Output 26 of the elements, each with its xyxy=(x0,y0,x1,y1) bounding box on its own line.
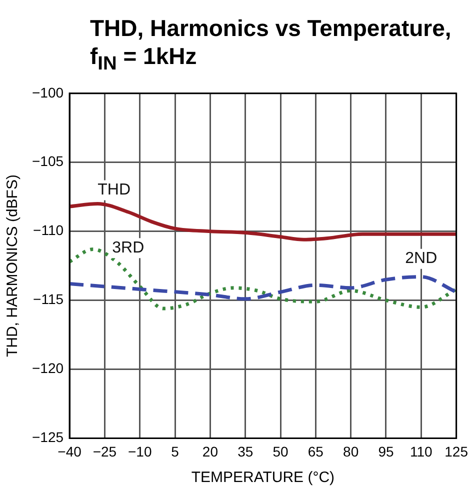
series-label: THD xyxy=(98,181,131,198)
y-tick-label: −125 xyxy=(32,428,64,445)
chart-title: THD, Harmonics vs Temperature, f$_{IN}$ = 1kHz xyxy=(89,14,452,77)
series-label: 2ND xyxy=(405,250,438,267)
x-tick-label: −40 xyxy=(58,443,82,460)
series-label: 3RD xyxy=(112,239,144,256)
x-tick-label: 125 xyxy=(444,443,468,460)
x-tick-label: 65 xyxy=(308,443,324,460)
y-tick-label: −100 xyxy=(32,84,64,100)
y-tick-label: −105 xyxy=(32,152,64,169)
y-tick-label: −115 xyxy=(33,290,64,307)
x-tick-label: 35 xyxy=(238,443,254,460)
x-tick-label: 110 xyxy=(410,443,433,460)
x-tick-label: 95 xyxy=(378,443,394,460)
line-series xyxy=(70,202,456,241)
y-tick-label: −110 xyxy=(33,222,64,238)
x-tick-label: −25 xyxy=(92,443,117,460)
x-tick-label: 50 xyxy=(272,443,289,460)
x-tick-label: 5 xyxy=(171,443,180,460)
x-tick-label: −10 xyxy=(128,443,152,460)
y-axis-title: THD, HARMONICS (dBFS) xyxy=(4,174,22,357)
x-tick-label: 20 xyxy=(202,443,218,460)
x-tick-label: 80 xyxy=(343,443,359,460)
y-tick-label: −120 xyxy=(32,360,64,376)
line-series xyxy=(70,274,456,300)
x-axis-title: TEMPERATURE (°C) xyxy=(191,468,335,486)
